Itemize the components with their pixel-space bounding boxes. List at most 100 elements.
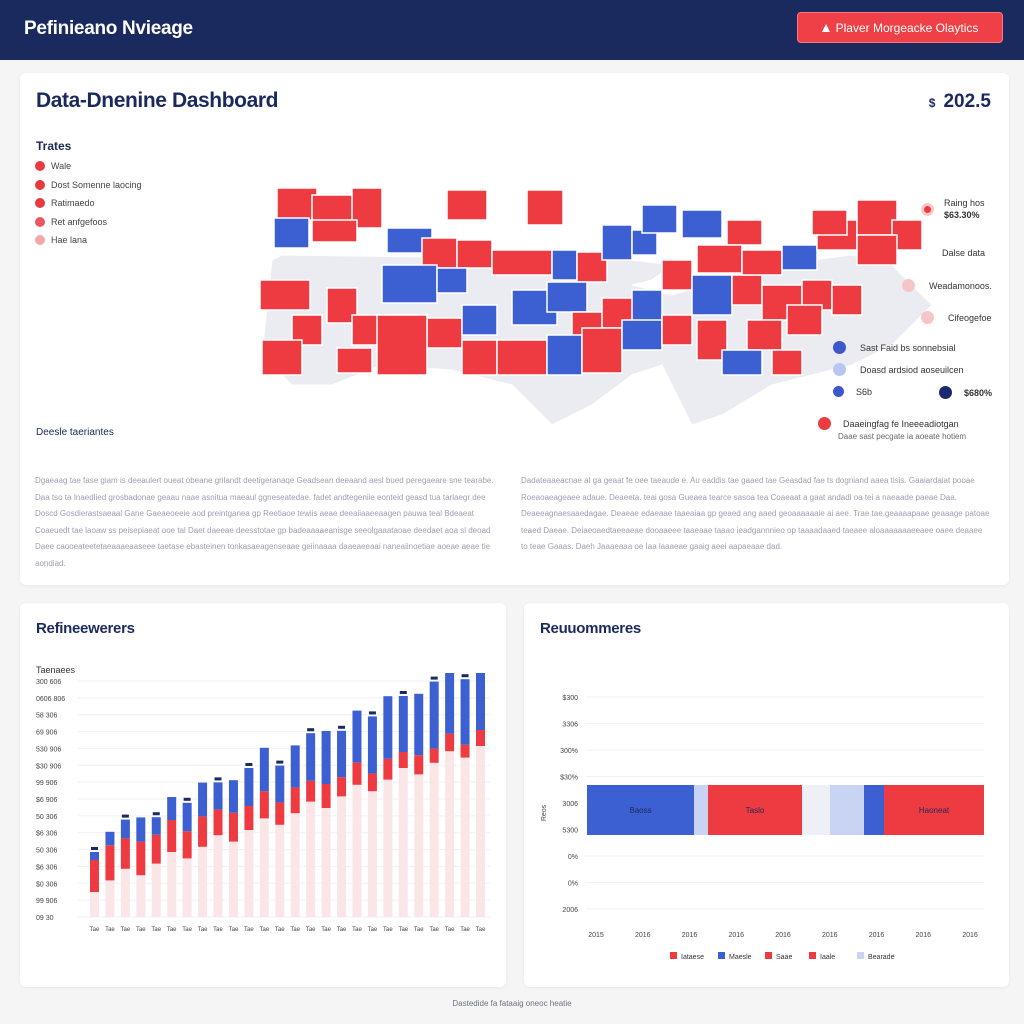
bar-segment[interactable]	[445, 673, 455, 734]
map-state[interactable]	[601, 224, 633, 261]
bar-segment[interactable]	[213, 782, 223, 810]
bar-segment[interactable]	[105, 880, 115, 917]
map-state[interactable]	[276, 187, 318, 221]
bar-segment[interactable]	[182, 802, 192, 832]
bar-segment[interactable]	[352, 784, 362, 917]
bar-segment[interactable]	[151, 834, 161, 864]
bar-segment[interactable]	[90, 852, 99, 860]
map-state[interactable]	[856, 199, 898, 236]
bar-segment[interactable]	[321, 808, 331, 917]
bar-segment[interactable]	[213, 809, 223, 836]
bar-segment[interactable]	[151, 817, 161, 835]
bar-segment[interactable]	[460, 757, 470, 917]
bar-segment[interactable]	[90, 892, 99, 917]
map-state[interactable]	[741, 249, 783, 276]
map-state[interactable]	[831, 284, 863, 316]
bar-segment[interactable]	[259, 818, 269, 917]
app-brand[interactable]: Pefinieano Nvieage	[24, 18, 193, 39]
map-state[interactable]	[746, 319, 783, 351]
bar-segment[interactable]	[367, 773, 377, 792]
map-state[interactable]	[856, 234, 898, 266]
bar-segment[interactable]	[321, 731, 331, 784]
map-state[interactable]	[461, 339, 498, 376]
bar-segment[interactable]	[306, 733, 316, 781]
bar-segment[interactable]	[120, 819, 130, 839]
map-state[interactable]	[261, 339, 303, 376]
bar-segment[interactable]	[228, 780, 238, 813]
bar-segment[interactable]	[337, 796, 347, 917]
map-state[interactable]	[273, 217, 310, 249]
bar-segment[interactable]	[708, 785, 802, 835]
bar-segment[interactable]	[105, 831, 115, 846]
map-state[interactable]	[421, 237, 458, 269]
map-state[interactable]	[631, 289, 663, 326]
bar-segment[interactable]	[414, 755, 424, 775]
bar-segment[interactable]	[367, 716, 377, 774]
map-state[interactable]	[581, 327, 623, 374]
us-choropleth-map[interactable]	[252, 185, 932, 430]
bar-segment[interactable]	[367, 791, 377, 917]
map-state[interactable]	[661, 259, 693, 291]
bar-segment[interactable]	[884, 785, 984, 835]
bar-segment[interactable]	[587, 785, 694, 835]
map-state[interactable]	[621, 319, 663, 351]
bar-segment[interactable]	[167, 797, 177, 820]
map-state[interactable]	[681, 209, 723, 239]
bar-segment[interactable]	[460, 744, 470, 758]
map-state[interactable]	[456, 239, 493, 269]
bar-segment[interactable]	[259, 791, 269, 819]
map-state[interactable]	[696, 244, 743, 274]
map-state[interactable]	[446, 189, 488, 221]
bar-segment[interactable]	[445, 733, 455, 752]
map-state[interactable]	[641, 204, 678, 234]
map-state[interactable]	[336, 347, 373, 374]
bar-segment[interactable]	[198, 846, 208, 917]
bar-segment[interactable]	[352, 762, 362, 785]
map-state[interactable]	[461, 304, 498, 336]
map-state[interactable]	[491, 249, 553, 276]
bar-segment[interactable]	[864, 785, 884, 835]
bar-segment[interactable]	[290, 787, 300, 814]
bar-segment[interactable]	[136, 841, 146, 876]
segment-bar-chart[interactable]: $300 3306 300% $30% 3006 5300 0% 0% 2006 Reos Baos…	[524, 683, 1009, 973]
bar-segment[interactable]	[476, 746, 485, 917]
map-state[interactable]	[259, 279, 311, 311]
bar-segment[interactable]	[105, 845, 115, 881]
bar-segment[interactable]	[337, 730, 347, 778]
analytics-cta-button[interactable]: Plaver Morgeacke Olaytics	[797, 12, 1003, 43]
bar-segment[interactable]	[321, 784, 331, 808]
map-state[interactable]	[376, 314, 428, 376]
bar-segment[interactable]	[383, 696, 393, 759]
bar-segment[interactable]	[414, 693, 424, 756]
map-state[interactable]	[811, 209, 848, 236]
bar-segment[interactable]	[259, 747, 269, 792]
bar-segment[interactable]	[460, 679, 470, 745]
map-state[interactable]	[546, 334, 583, 376]
bar-segment[interactable]	[228, 841, 238, 917]
map-state[interactable]	[786, 304, 823, 336]
bar-segment[interactable]	[182, 831, 192, 859]
bar-segment[interactable]	[414, 774, 424, 917]
bar-segment[interactable]	[244, 806, 254, 830]
map-state[interactable]	[351, 187, 383, 229]
bar-segment[interactable]	[306, 801, 316, 917]
bar-segment[interactable]	[182, 858, 192, 917]
bar-segment[interactable]	[383, 758, 393, 780]
bar-segment[interactable]	[398, 752, 408, 768]
bar-segment[interactable]	[476, 673, 485, 730]
bar-segment[interactable]	[445, 751, 455, 917]
bar-segment[interactable]	[198, 816, 208, 847]
map-state[interactable]	[496, 339, 548, 376]
map-state[interactable]	[691, 274, 733, 316]
bar-segment[interactable]	[275, 765, 285, 803]
bar-segment[interactable]	[694, 785, 708, 835]
map-state[interactable]	[526, 189, 564, 226]
bar-segment[interactable]	[290, 813, 300, 917]
bar-segment[interactable]	[275, 802, 285, 825]
bar-segment[interactable]	[90, 860, 99, 892]
map-state[interactable]	[721, 349, 763, 376]
map-state[interactable]	[426, 317, 463, 349]
bar-segment[interactable]	[802, 785, 830, 835]
map-state[interactable]	[771, 349, 803, 376]
bar-segment[interactable]	[120, 868, 130, 917]
